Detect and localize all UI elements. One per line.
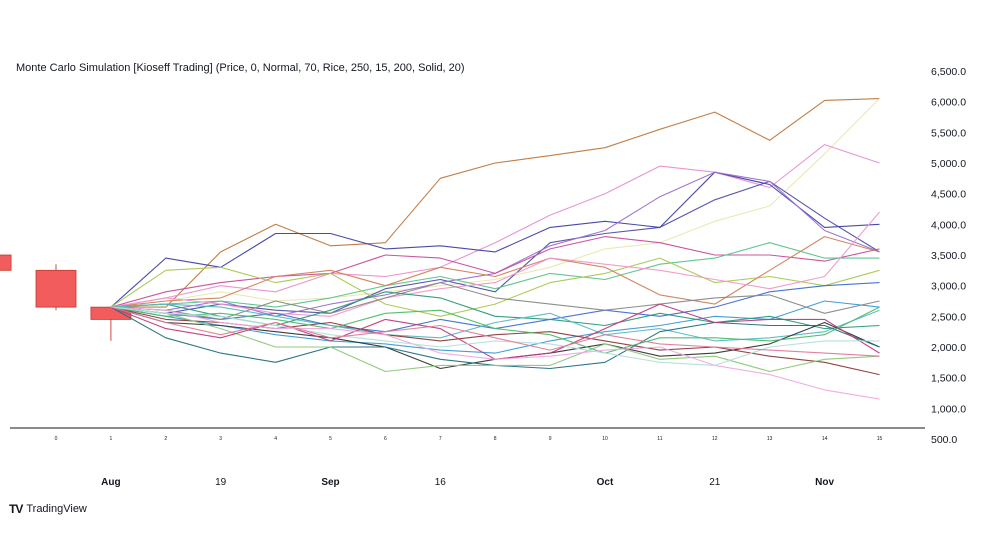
step-label: 1 [110, 436, 113, 442]
y-tick-label: 6,500.0 [931, 66, 966, 78]
simulation-path-7 [110, 236, 880, 308]
y-tick-label: 500.0 [931, 434, 957, 446]
step-label: 9 [549, 436, 552, 442]
x-tick-label: Nov [815, 477, 834, 488]
simulation-path-14 [110, 282, 880, 320]
simulation-path-8 [110, 242, 880, 308]
y-tick-label: 1,000.0 [931, 403, 966, 415]
y-axis: 6,500.0 6,000.0 5,500.0 5,000.0 4,500.0 4,000… [931, 66, 966, 446]
y-tick-label: 3,000.0 [931, 281, 966, 293]
step-label: 2 [164, 436, 167, 442]
step-label: 6 [384, 436, 387, 442]
x-tick-label: 19 [215, 477, 227, 488]
step-label: 5 [329, 436, 332, 442]
candles [0, 254, 132, 341]
y-tick-label: 1,500.0 [931, 373, 966, 385]
step-axis: 0 1 2 3 4 5 6 7 8 9 10 11 12 13 14 15 [10, 427, 925, 442]
simulation-path-23 [110, 306, 880, 400]
simulation-path-12 [110, 282, 880, 333]
simulation-path-10 [110, 236, 880, 308]
simulation-path-25 [110, 306, 880, 357]
y-tick-label: 2,000.0 [931, 342, 966, 354]
step-label: 10 [602, 436, 608, 442]
step-label: 12 [712, 436, 718, 442]
tradingview-logo-icon: TV [9, 502, 23, 516]
step-label: 4 [274, 436, 277, 442]
simulation-path-3 [110, 144, 880, 308]
simulation-path-5 [110, 171, 880, 308]
step-label: 11 [657, 436, 662, 442]
step-label: 13 [767, 436, 773, 442]
step-label: 0 [55, 436, 58, 442]
y-tick-label: 3,500.0 [931, 250, 966, 262]
step-label: 14 [822, 436, 828, 442]
x-tick-label: 21 [709, 477, 721, 488]
x-tick-label: 16 [435, 477, 447, 488]
step-label: 7 [439, 436, 442, 442]
step-label: 15 [877, 436, 883, 442]
simulation-path-24 [110, 306, 880, 366]
x-tick-label: Sep [321, 477, 339, 488]
candle-body [0, 254, 12, 271]
simulation-path-1 [110, 98, 880, 308]
x-tick-label: Oct [597, 477, 614, 488]
y-tick-label: 5,500.0 [931, 127, 966, 139]
simulation-path-11 [110, 211, 880, 317]
tradingview-brand[interactable]: TV TradingView [9, 502, 87, 516]
step-label: 3 [219, 436, 222, 442]
tradingview-label: TradingView [26, 503, 87, 515]
candle-body [35, 269, 77, 308]
y-tick-label: 6,000.0 [931, 97, 966, 109]
y-tick-label: 5,000.0 [931, 158, 966, 170]
y-tick-label: 4,000.0 [931, 219, 966, 231]
simulation-path-16 [110, 303, 880, 342]
step-label: 8 [494, 436, 497, 442]
chart-title: Monte Carlo Simulation [Kioseff Trading]… [16, 62, 465, 74]
simulation-path-22 [110, 306, 880, 354]
y-tick-label: 4,500.0 [931, 189, 966, 201]
simulation-path-9 [110, 257, 880, 317]
simulation-path-21 [110, 303, 880, 360]
simulation-path-20 [110, 306, 880, 373]
simulation-path-2 [110, 98, 880, 308]
series-lines [110, 98, 880, 400]
x-axis: Aug 19 Sep 16 Oct 21 Nov [101, 477, 834, 488]
x-tick-label: Aug [101, 477, 120, 488]
y-tick-label: 2,500.0 [931, 311, 966, 323]
